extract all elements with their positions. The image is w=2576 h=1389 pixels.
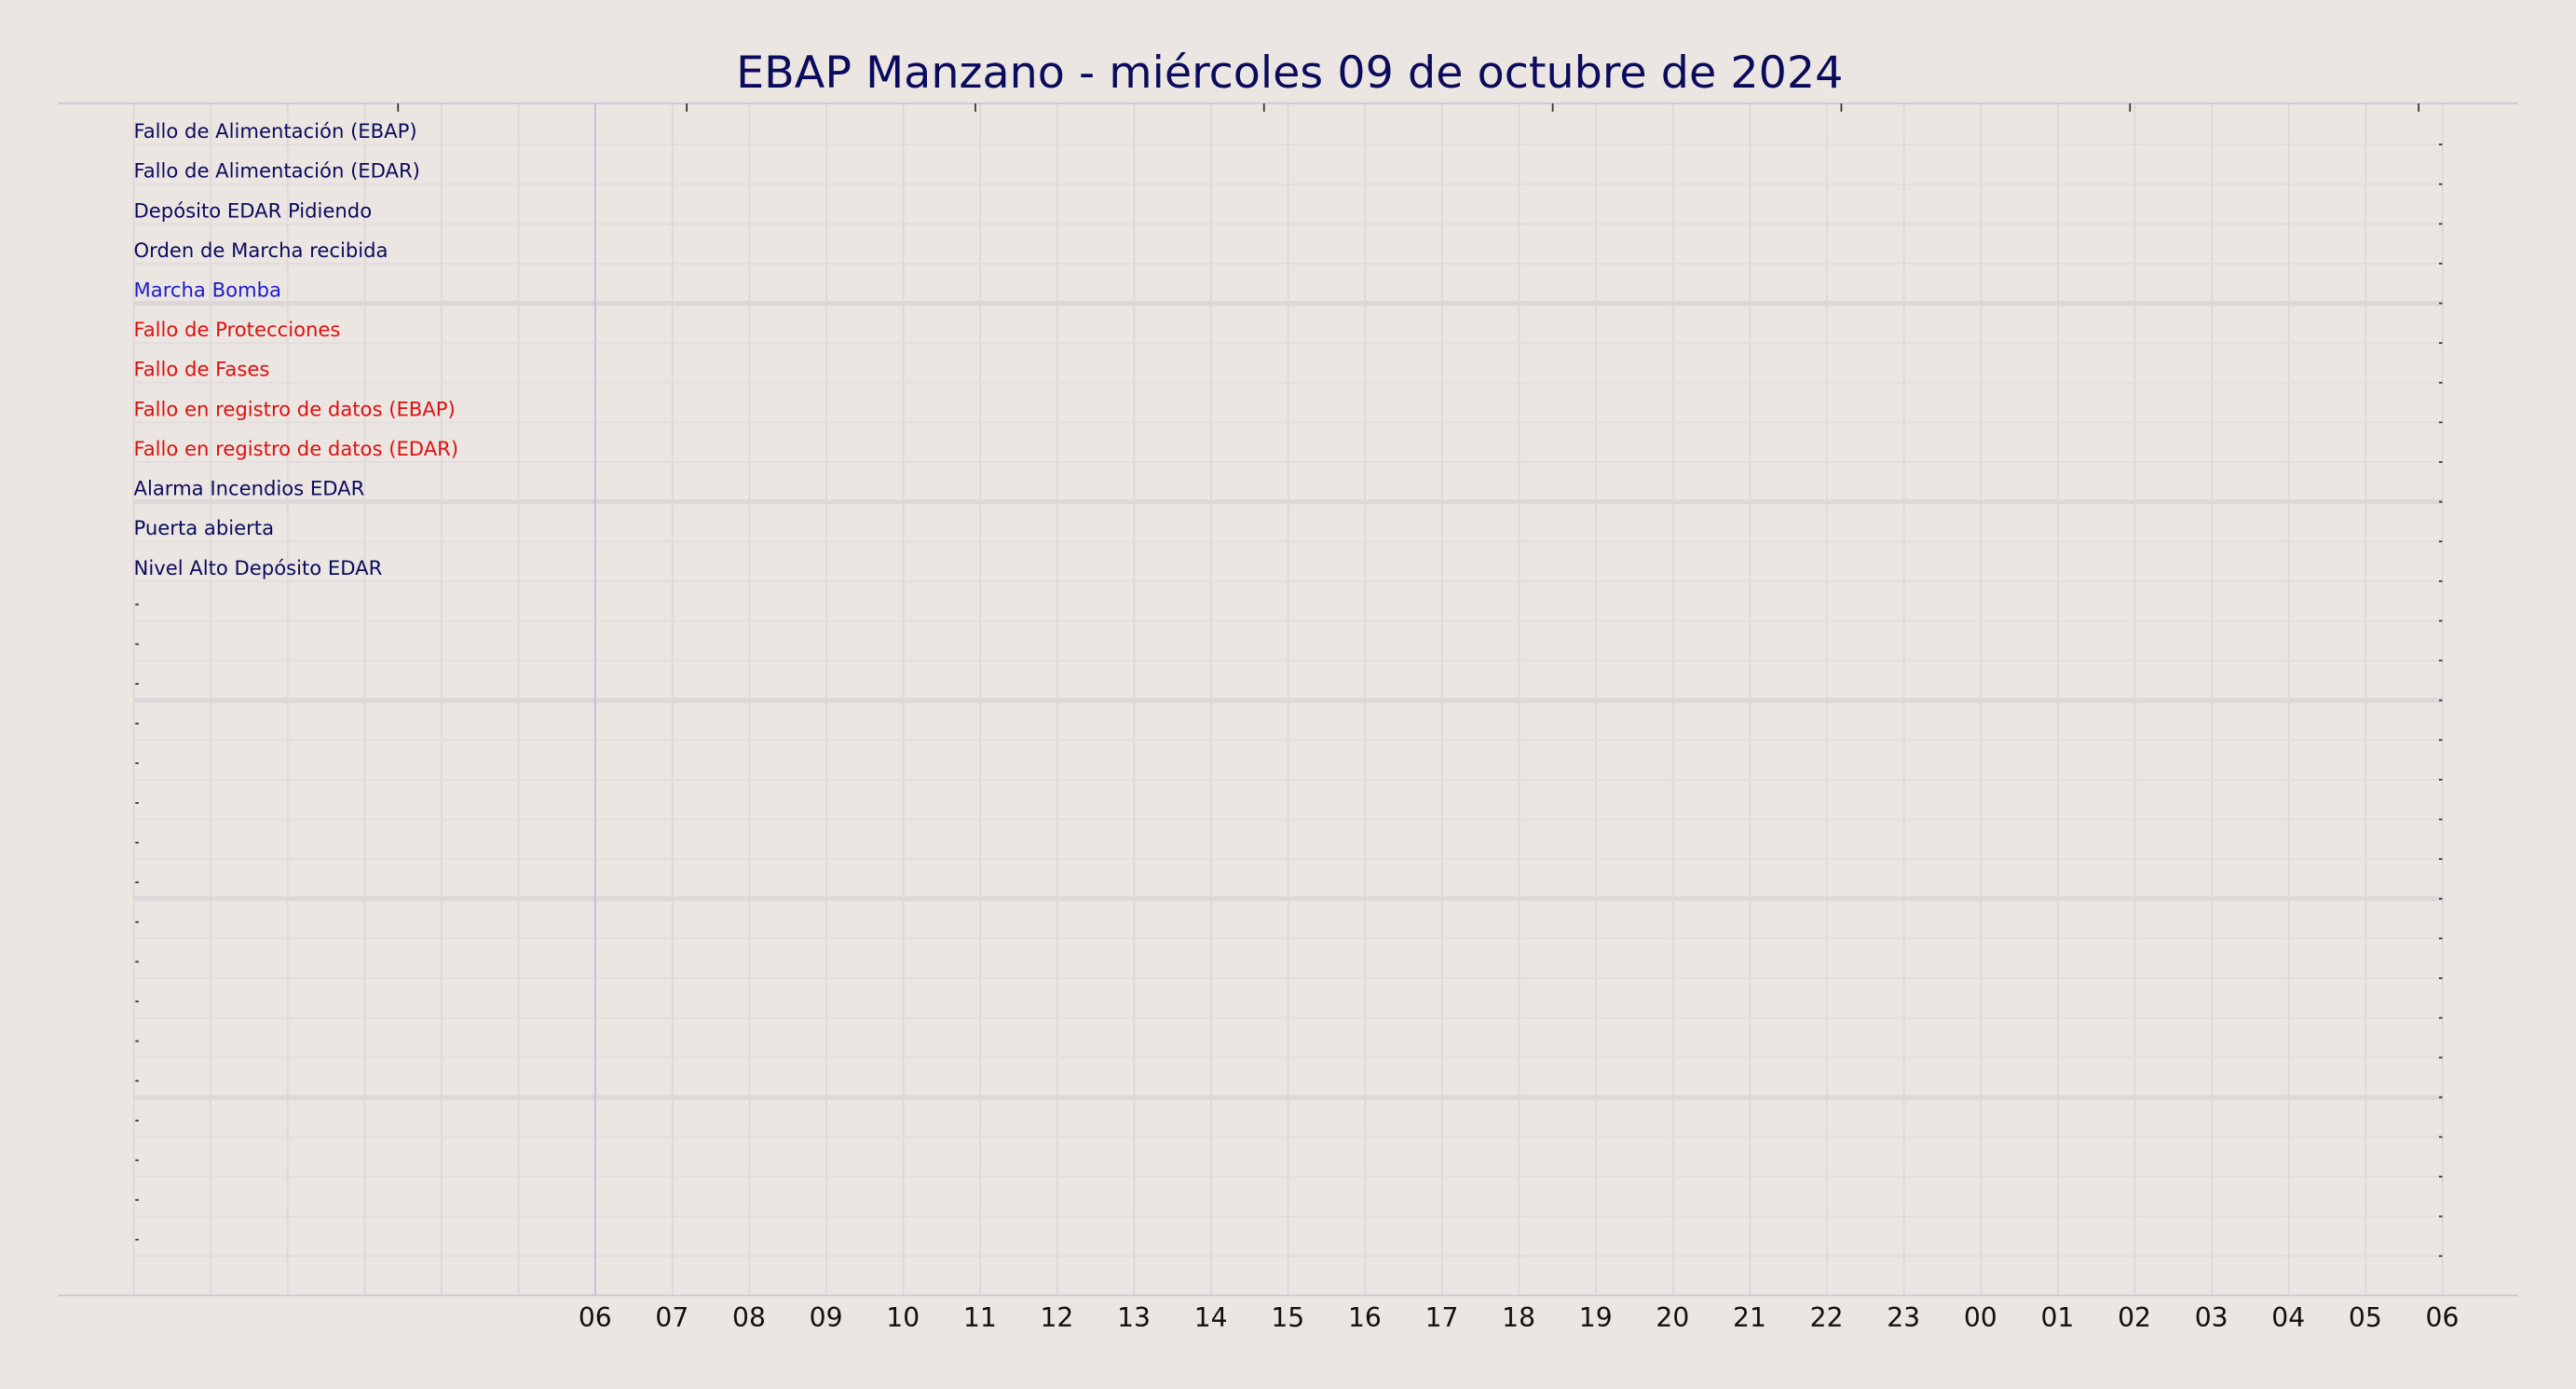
hour-label: 10 bbox=[886, 1302, 920, 1333]
labels: Fallo de Alimentación (EBAP) Fallo de Ali… bbox=[134, 119, 2460, 1333]
hour-label: 01 bbox=[2040, 1302, 2074, 1333]
hour-label: 20 bbox=[1656, 1302, 1689, 1333]
hour-label: 19 bbox=[1579, 1302, 1613, 1333]
signal-label: Marcha Bomba bbox=[134, 279, 281, 302]
hour-label: 16 bbox=[1348, 1302, 1382, 1333]
signal-label: Fallo en registro de datos (EBAP) bbox=[134, 397, 456, 420]
hour-label: 04 bbox=[2271, 1302, 2305, 1333]
hour-label: 12 bbox=[1041, 1302, 1074, 1333]
signal-label: Fallo de Alimentación (EDAR) bbox=[134, 159, 420, 183]
chart-title: EBAP Manzano - miércoles 09 de octubre d… bbox=[736, 48, 1843, 99]
hour-label: 23 bbox=[1887, 1302, 1920, 1333]
hour-label: 07 bbox=[655, 1302, 688, 1333]
hour-label: 03 bbox=[2195, 1302, 2228, 1333]
hour-label: 21 bbox=[1733, 1302, 1766, 1333]
hour-label: 09 bbox=[810, 1302, 843, 1333]
hour-label: 18 bbox=[1502, 1302, 1535, 1333]
hour-label: 06 bbox=[579, 1302, 612, 1333]
signal-label: Nivel Alto Depósito EDAR bbox=[134, 556, 383, 579]
signal-label: Depósito EDAR Pidiendo bbox=[134, 198, 373, 222]
signal-label: Fallo de Protecciones bbox=[134, 318, 341, 341]
hour-label: 15 bbox=[1271, 1302, 1304, 1333]
hour-label: 05 bbox=[2349, 1302, 2382, 1333]
hour-label: 08 bbox=[732, 1302, 766, 1333]
hour-label: 22 bbox=[1810, 1302, 1844, 1333]
hour-label: 14 bbox=[1194, 1302, 1228, 1333]
hour-label: 02 bbox=[2118, 1302, 2151, 1333]
hour-label: 17 bbox=[1425, 1302, 1459, 1333]
signal-label: Fallo en registro de datos (EDAR) bbox=[134, 437, 459, 460]
signal-label: Fallo de Alimentación (EBAP) bbox=[134, 119, 417, 143]
signal-label: Fallo de Fases bbox=[134, 358, 270, 381]
signal-label: Puerta abierta bbox=[134, 516, 275, 539]
hour-label: 06 bbox=[2426, 1302, 2460, 1333]
signal-label: Orden de Marcha recibida bbox=[134, 238, 388, 262]
hour-label: 00 bbox=[1964, 1302, 1997, 1333]
signal-label: Alarma Incendios EDAR bbox=[134, 477, 365, 500]
hour-label: 11 bbox=[963, 1302, 997, 1333]
hour-label: 13 bbox=[1117, 1302, 1151, 1333]
grid bbox=[58, 102, 2518, 1297]
